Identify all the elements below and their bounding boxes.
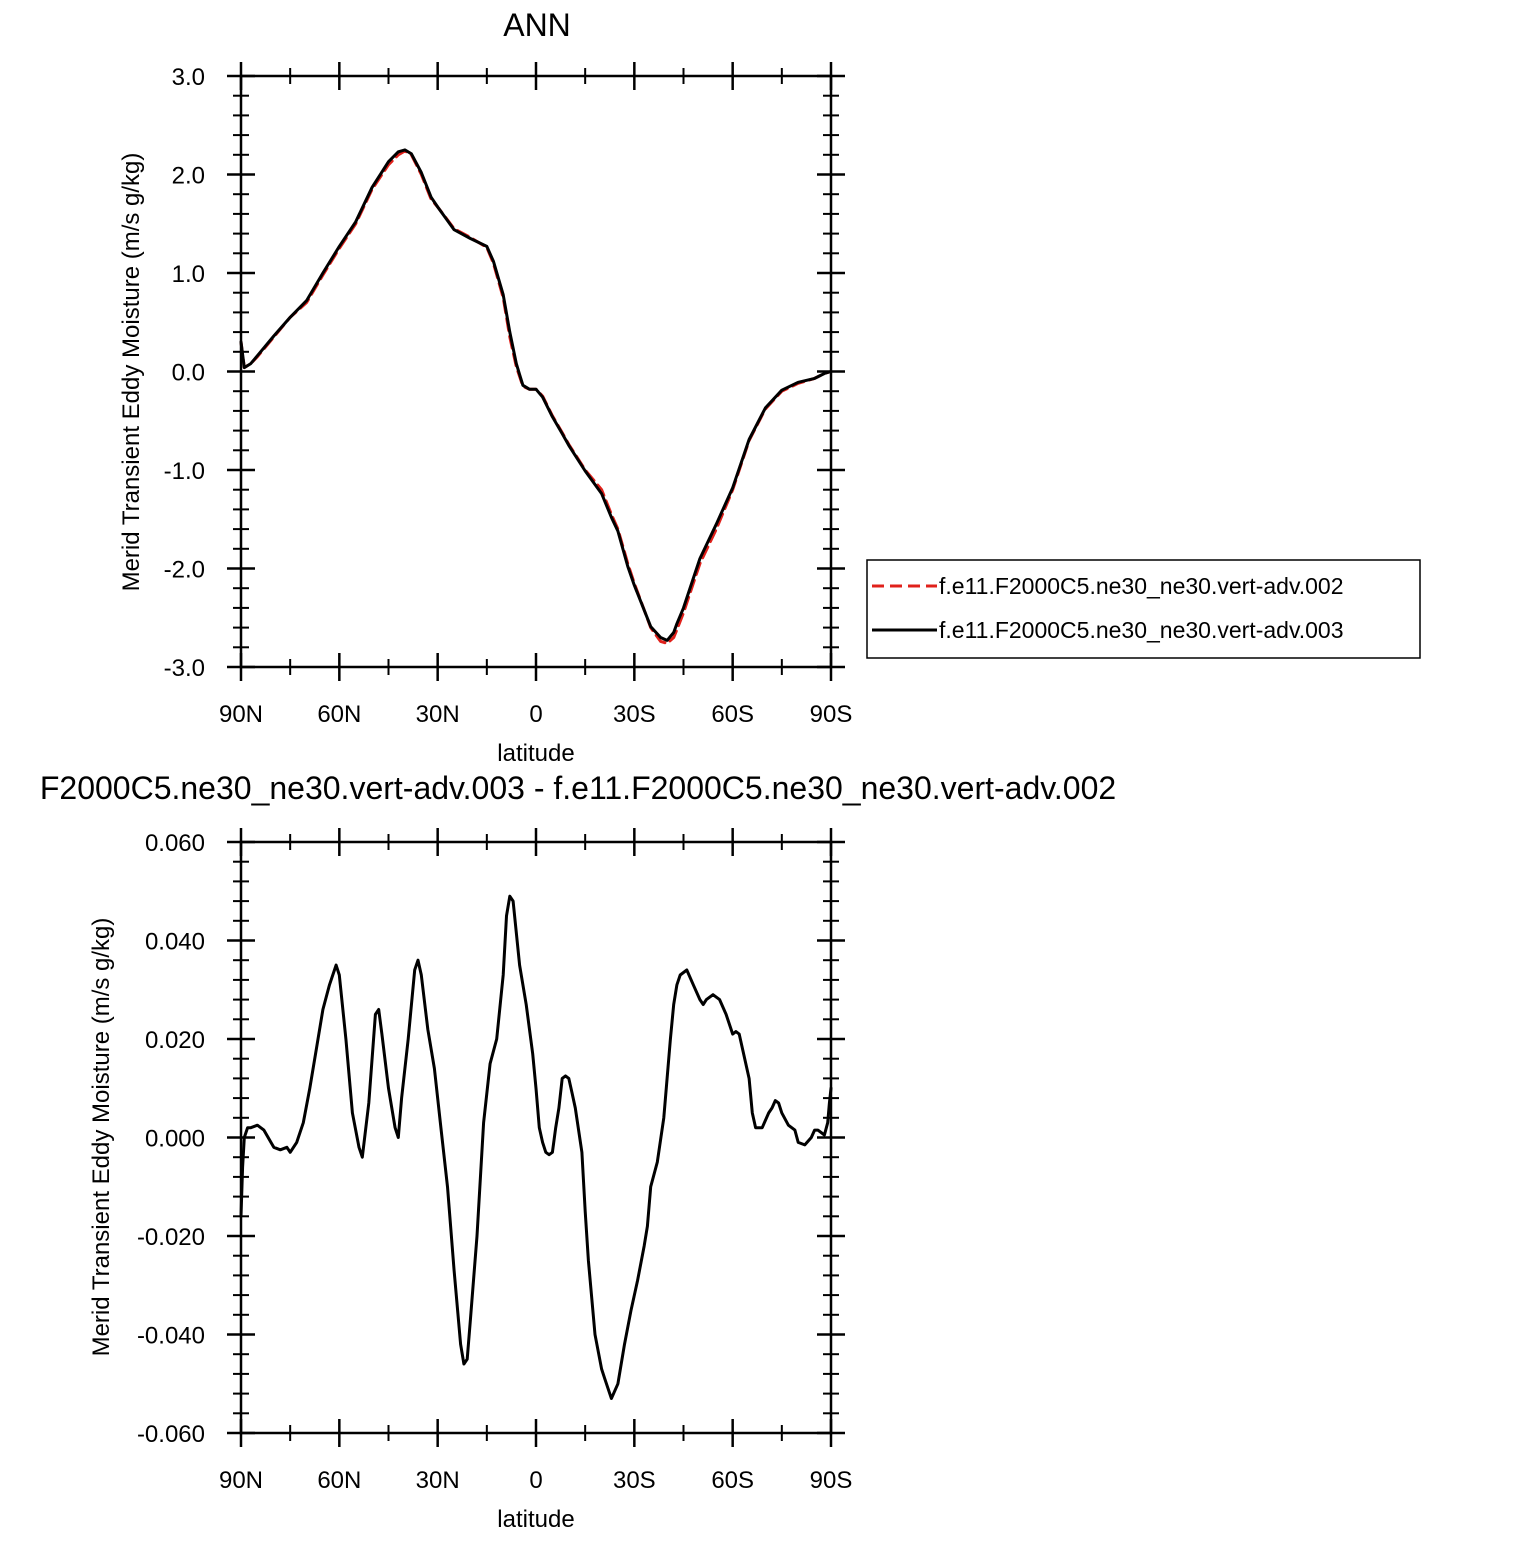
x-tick-label: 30N <box>416 701 460 728</box>
y-tick-label: -3.0 <box>164 655 205 682</box>
bottom-y-axis-label: Merid Transient Eddy Moisture (m/s g/kg) <box>88 918 115 1357</box>
x-tick-label: 90S <box>810 1467 853 1494</box>
x-tick-label: 90S <box>810 701 853 728</box>
top-y-axis-label: Merid Transient Eddy Moisture (m/s g/kg) <box>118 153 145 592</box>
y-tick-label: 0.060 <box>145 830 205 857</box>
x-tick-label: 90N <box>219 701 263 728</box>
top-chart-panel: ANN 90N 60N 30N 0 30S 60S 90S 3.0 2.0 1.0 0.0 -1.0 -… <box>118 7 1421 767</box>
y-tick-label: 3.0 <box>172 64 205 91</box>
x-tick-label: 30S <box>613 701 656 728</box>
y-tick-label: 0.040 <box>145 929 205 956</box>
x-tick-label: 0 <box>529 701 542 728</box>
x-tick-label: 60N <box>317 1467 361 1494</box>
bottom-chart-title: F2000C5.ne30_ne30.vert-adv.003 - f.e11.F… <box>40 770 1116 806</box>
x-tick-label: 90N <box>219 1467 263 1494</box>
y-tick-label: -0.060 <box>137 1421 205 1448</box>
legend: f.e11.F2000C5.ne30_ne30.vert-adv.002 f.e… <box>866 559 1421 659</box>
legend-label-003: f.e11.F2000C5.ne30_ne30.vert-adv.003 <box>939 617 1344 643</box>
legend-label-002: f.e11.F2000C5.ne30_ne30.vert-adv.002 <box>939 573 1344 599</box>
top-chart-title: ANN <box>503 7 571 43</box>
y-tick-label: 0.000 <box>145 1126 205 1153</box>
y-tick-label: 0.020 <box>145 1027 205 1054</box>
y-tick-label: -0.040 <box>137 1323 205 1350</box>
bottom-plot-frame <box>239 840 833 1435</box>
legend-box <box>866 559 1421 659</box>
x-tick-label: 30S <box>613 1467 656 1494</box>
y-tick-label: -1.0 <box>164 458 205 485</box>
x-tick-label: 60S <box>711 701 754 728</box>
y-tick-label: -2.0 <box>164 557 205 584</box>
y-tick-label: 0.0 <box>172 360 205 387</box>
y-tick-label: -0.020 <box>137 1224 205 1251</box>
y-tick-label: 1.0 <box>172 261 205 288</box>
bottom-chart-panel: F2000C5.ne30_ne30.vert-adv.003 - f.e11.F… <box>40 770 1116 1533</box>
top-x-axis-label: latitude <box>497 740 574 767</box>
x-tick-label: 0 <box>529 1467 542 1494</box>
series-line-0-1 <box>239 148 833 642</box>
series-line-0-0 <box>239 149 833 645</box>
x-tick-label: 60N <box>317 701 361 728</box>
bottom-x-axis-label: latitude <box>497 1506 574 1533</box>
y-tick-label: 2.0 <box>172 163 205 190</box>
x-tick-label: 60S <box>711 1467 754 1494</box>
top-plot-frame <box>239 74 833 669</box>
series-line-1-0 <box>239 894 833 1400</box>
x-tick-label: 30N <box>416 1467 460 1494</box>
